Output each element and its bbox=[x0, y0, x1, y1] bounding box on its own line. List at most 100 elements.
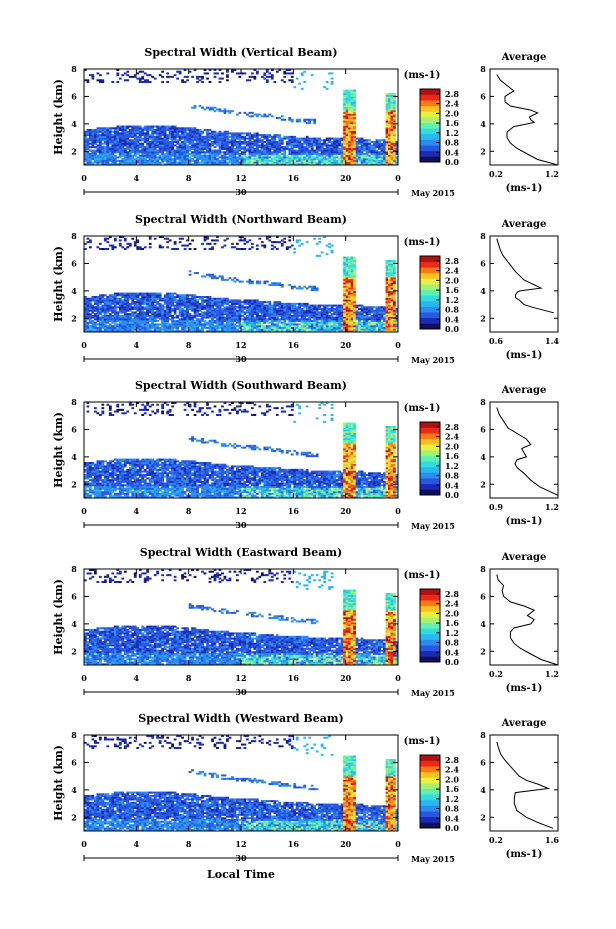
heatmap-cell bbox=[176, 299, 179, 302]
heatmap-cell bbox=[158, 141, 162, 144]
heatmap-cell bbox=[198, 132, 202, 135]
heatmap-cell bbox=[178, 301, 182, 304]
heatmap-cell bbox=[365, 149, 369, 152]
heatmap-cell bbox=[245, 141, 249, 144]
heatmap-cell bbox=[388, 147, 391, 150]
heatmap-cell bbox=[308, 153, 312, 156]
heatmap-cell bbox=[395, 149, 399, 152]
heatmap-cell bbox=[273, 146, 277, 149]
heatmap-cell bbox=[260, 321, 264, 324]
heatmap-cell bbox=[263, 306, 267, 309]
average-line bbox=[496, 74, 559, 166]
heatmap-cell bbox=[378, 141, 381, 144]
heatmap-cell bbox=[358, 142, 361, 145]
heatmap-cell bbox=[273, 159, 277, 162]
heatmap-cell bbox=[310, 306, 314, 309]
heatmap-cell bbox=[181, 301, 184, 304]
heatmap-cell bbox=[106, 153, 110, 156]
heatmap-cell bbox=[98, 154, 102, 157]
heatmap-cell bbox=[156, 135, 160, 138]
heatmap-cell bbox=[216, 139, 219, 142]
heatmap-cell bbox=[348, 163, 351, 166]
heatmap-cell bbox=[178, 311, 182, 314]
heatmap-cell bbox=[203, 306, 207, 309]
heatmap-cell bbox=[231, 313, 234, 316]
heatmap-cell bbox=[216, 308, 219, 311]
heatmap-cell bbox=[226, 320, 229, 323]
heatmap-cell bbox=[345, 285, 349, 288]
heatmap-cell bbox=[353, 113, 356, 116]
heatmap-cell bbox=[260, 156, 264, 159]
heatmap-cell bbox=[248, 139, 252, 142]
heatmap-cell bbox=[213, 275, 217, 278]
heatmap-cell bbox=[163, 127, 167, 130]
heatmap-cell bbox=[108, 132, 112, 135]
heatmap-cell bbox=[343, 134, 346, 137]
heatmap-cell bbox=[236, 330, 239, 333]
heatmap-cell bbox=[320, 325, 324, 328]
heatmap-cell bbox=[318, 161, 322, 164]
heatmap-cell bbox=[133, 301, 137, 304]
heatmap-cell bbox=[151, 127, 155, 130]
heatmap-cell bbox=[136, 326, 140, 329]
heatmap-cell bbox=[320, 313, 324, 316]
heatmap-cell bbox=[116, 301, 120, 304]
heatmap-cell bbox=[293, 321, 297, 324]
heatmap-cell bbox=[196, 299, 199, 302]
heatmap-cell bbox=[303, 161, 307, 164]
heatmap-cell bbox=[270, 314, 274, 317]
heatmap-cell bbox=[313, 156, 317, 159]
heatmap-cell bbox=[141, 134, 145, 137]
heatmap-cell bbox=[191, 296, 194, 299]
heatmap-cell bbox=[338, 311, 341, 314]
heatmap-cell bbox=[270, 248, 274, 251]
heatmap-cell bbox=[380, 139, 384, 142]
heatmap-cell bbox=[98, 323, 102, 326]
heatmap-cell bbox=[293, 304, 297, 307]
heatmap-cell bbox=[133, 313, 137, 316]
heatmap-cell bbox=[183, 146, 187, 149]
heatmap-cell bbox=[84, 159, 87, 162]
heatmap-cell bbox=[330, 306, 334, 309]
heatmap-cell bbox=[273, 306, 277, 309]
heatmap-cell bbox=[385, 98, 389, 101]
heatmap-cell bbox=[385, 137, 389, 140]
heatmap-cell bbox=[236, 301, 239, 304]
heatmap-cell bbox=[313, 144, 317, 147]
heatmap-cell bbox=[243, 313, 247, 316]
heatmap-cell bbox=[233, 135, 237, 138]
heatmap-cell bbox=[288, 144, 292, 147]
heatmap-cell bbox=[168, 239, 172, 242]
heatmap-cell bbox=[265, 306, 269, 309]
heatmap-cell bbox=[383, 161, 386, 164]
heatmap-cell bbox=[280, 242, 284, 245]
heatmap-cell bbox=[245, 137, 249, 140]
heatmap-cell bbox=[113, 147, 117, 150]
heatmap-cell bbox=[136, 301, 140, 304]
heatmap-cell bbox=[320, 318, 324, 321]
heatmap-cell bbox=[388, 156, 391, 159]
heatmap-cell bbox=[96, 302, 100, 305]
heatmap-cell bbox=[310, 320, 314, 323]
heatmap-cell bbox=[343, 93, 346, 96]
heatmap-cell bbox=[93, 297, 97, 300]
heatmap-cell bbox=[343, 135, 346, 138]
heatmap-cell bbox=[368, 154, 371, 157]
heatmap-cell bbox=[98, 151, 102, 154]
heatmap-cell bbox=[131, 326, 135, 329]
heatmap-cell bbox=[241, 153, 244, 156]
heatmap-cell bbox=[96, 79, 100, 82]
heatmap-cell bbox=[263, 146, 267, 149]
heatmap-cell bbox=[208, 316, 212, 319]
heatmap-cell bbox=[86, 316, 90, 319]
heatmap-cell bbox=[133, 326, 137, 329]
colorbar-tick-label: 0.4 bbox=[445, 147, 459, 157]
heatmap-cell bbox=[221, 142, 224, 145]
heatmap-cell bbox=[181, 149, 184, 152]
heatmap-cell bbox=[243, 149, 247, 152]
heatmap-cell bbox=[223, 111, 227, 114]
heatmap-cell bbox=[343, 137, 346, 140]
heatmap-cell bbox=[166, 325, 170, 328]
heatmap-cell bbox=[273, 147, 277, 150]
heatmap-cell bbox=[206, 302, 209, 305]
